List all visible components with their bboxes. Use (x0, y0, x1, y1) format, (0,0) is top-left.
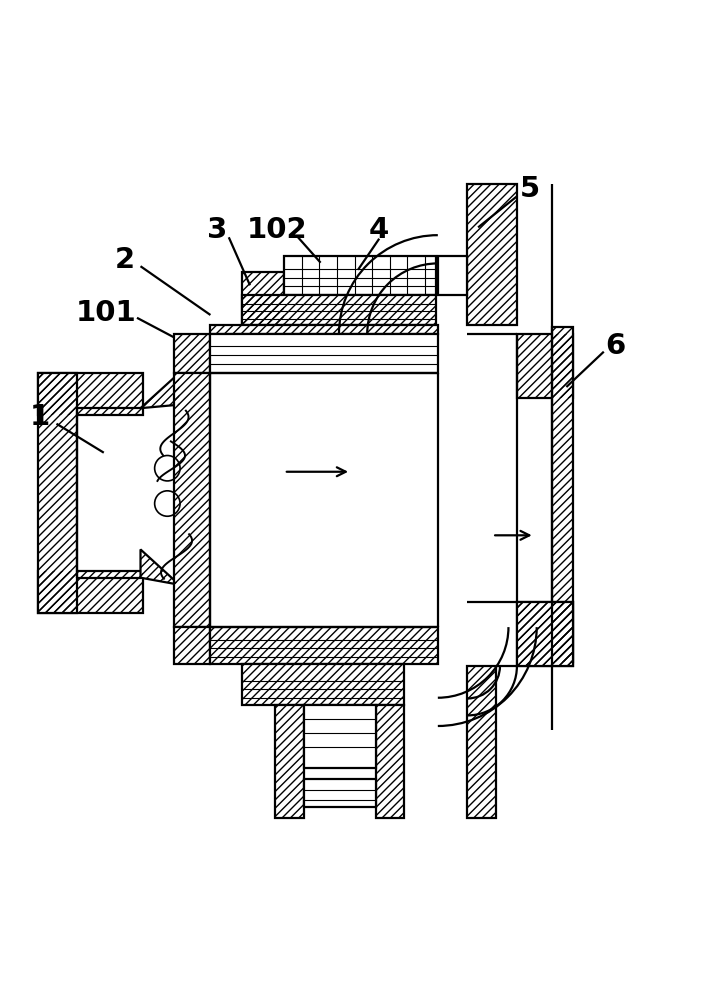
Bar (174, 627, 210, 664)
Bar (438, 256, 467, 295)
Bar (38, 373, 77, 613)
Bar (467, 666, 496, 818)
Bar (467, 184, 517, 325)
Bar (38, 373, 143, 415)
Bar (376, 705, 404, 818)
Bar (303, 779, 376, 807)
Bar (210, 334, 438, 373)
Bar (174, 627, 210, 664)
Bar (517, 334, 574, 398)
Bar (210, 325, 438, 334)
PathPatch shape (140, 549, 179, 585)
Bar (210, 627, 438, 664)
Text: 1: 1 (30, 403, 50, 431)
PathPatch shape (140, 373, 179, 408)
Text: 3: 3 (206, 216, 227, 244)
Bar (174, 373, 210, 627)
Bar (242, 272, 284, 325)
Bar (38, 571, 143, 613)
Bar (242, 664, 404, 705)
Text: 5: 5 (520, 175, 540, 203)
Bar (552, 327, 574, 662)
Bar (242, 295, 436, 325)
Bar (517, 602, 574, 666)
Bar (210, 627, 438, 664)
Text: 102: 102 (247, 216, 307, 244)
Bar (517, 334, 574, 398)
Bar (38, 373, 143, 415)
Bar (517, 602, 574, 666)
Bar (467, 666, 496, 818)
Text: 2: 2 (115, 246, 135, 274)
Bar (242, 664, 404, 705)
Bar (174, 334, 210, 373)
Bar (517, 602, 574, 666)
Bar (303, 705, 376, 768)
Bar (376, 705, 404, 818)
Bar (38, 571, 143, 613)
Bar (517, 602, 574, 666)
Bar (242, 295, 436, 325)
Bar (467, 184, 517, 325)
Bar (174, 373, 210, 627)
Text: 101: 101 (76, 299, 136, 327)
Bar (38, 373, 77, 613)
Bar (210, 325, 438, 334)
Bar (275, 705, 303, 818)
Bar (242, 272, 284, 325)
Text: 4: 4 (369, 216, 389, 244)
Bar (284, 256, 436, 295)
Bar (174, 334, 210, 373)
Bar (552, 327, 574, 662)
Text: 6: 6 (605, 332, 626, 360)
Bar (275, 705, 303, 818)
